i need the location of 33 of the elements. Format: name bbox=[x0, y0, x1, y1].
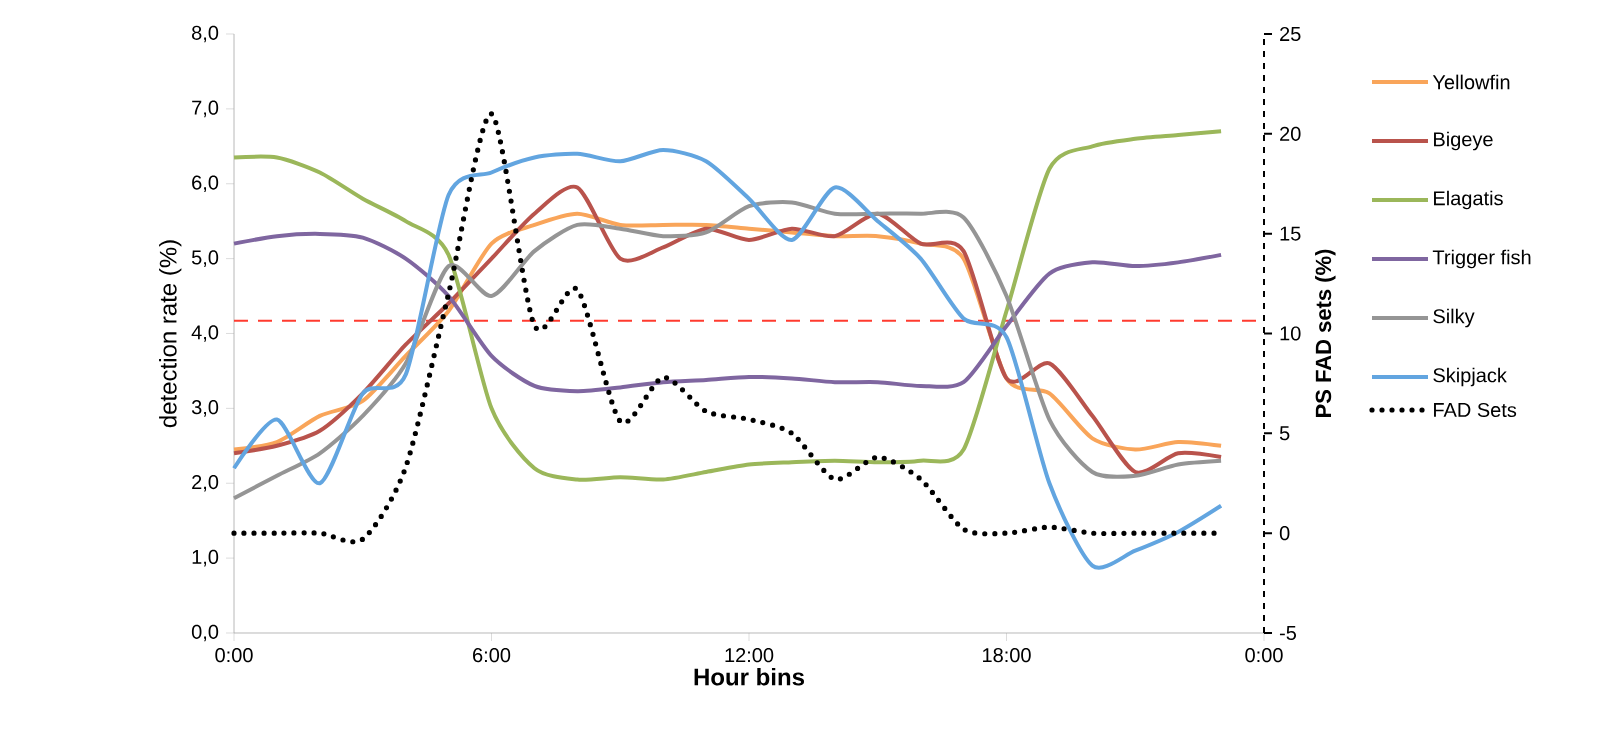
y-tick-label: 4,0 bbox=[191, 325, 219, 342]
x-tick-label: 18:00 bbox=[983, 648, 1031, 663]
y2-tick-label: 5 bbox=[1279, 426, 1290, 441]
y-tick-label: 8,0 bbox=[192, 25, 219, 43]
y2-tick-label: 25 bbox=[1280, 26, 1301, 42]
y2-tick-label: 15 bbox=[1280, 226, 1301, 241]
y2-tick-label: -5 bbox=[1279, 626, 1297, 640]
y-tick-label: 5,0 bbox=[191, 250, 219, 267]
x-tick-label: 0:00 bbox=[215, 648, 253, 663]
x-tick-label: 12:00 bbox=[725, 648, 774, 663]
y-tick-label: 0,0 bbox=[191, 624, 219, 642]
legend-label: Silky bbox=[1433, 308, 1475, 328]
legend-label: FAD Sets bbox=[1434, 402, 1517, 418]
legend-label: Bigeye bbox=[1434, 131, 1493, 151]
y-tick-label: 7,0 bbox=[192, 100, 219, 118]
y2-tick-label: 0 bbox=[1279, 526, 1290, 541]
legend-label: Skipjack bbox=[1433, 367, 1507, 387]
y2-axis-title: PS FAD sets (%) bbox=[1315, 249, 1336, 417]
legend-label: Elagatis bbox=[1434, 190, 1503, 210]
x-tick-label: 6:00 bbox=[473, 648, 511, 663]
x-axis-title: Hour bins bbox=[694, 667, 804, 686]
y2-tick-label: 10 bbox=[1280, 326, 1301, 341]
y2-tick-label: 20 bbox=[1280, 126, 1301, 141]
line-series bbox=[232, 129, 1224, 482]
line-series bbox=[232, 231, 1224, 394]
y-tick-label: 3,0 bbox=[191, 400, 219, 417]
y-axis-title: detection rate (%) bbox=[159, 240, 182, 428]
y-tick-label: 1,0 bbox=[192, 549, 219, 567]
legend-label: Trigger fish bbox=[1432, 249, 1531, 269]
legend-label: Yellowfin bbox=[1432, 74, 1510, 90]
x-tick-label: 0:00 bbox=[1245, 648, 1283, 663]
y-tick-label: 6,0 bbox=[192, 175, 219, 193]
y-tick-label: 2,0 bbox=[192, 474, 219, 492]
